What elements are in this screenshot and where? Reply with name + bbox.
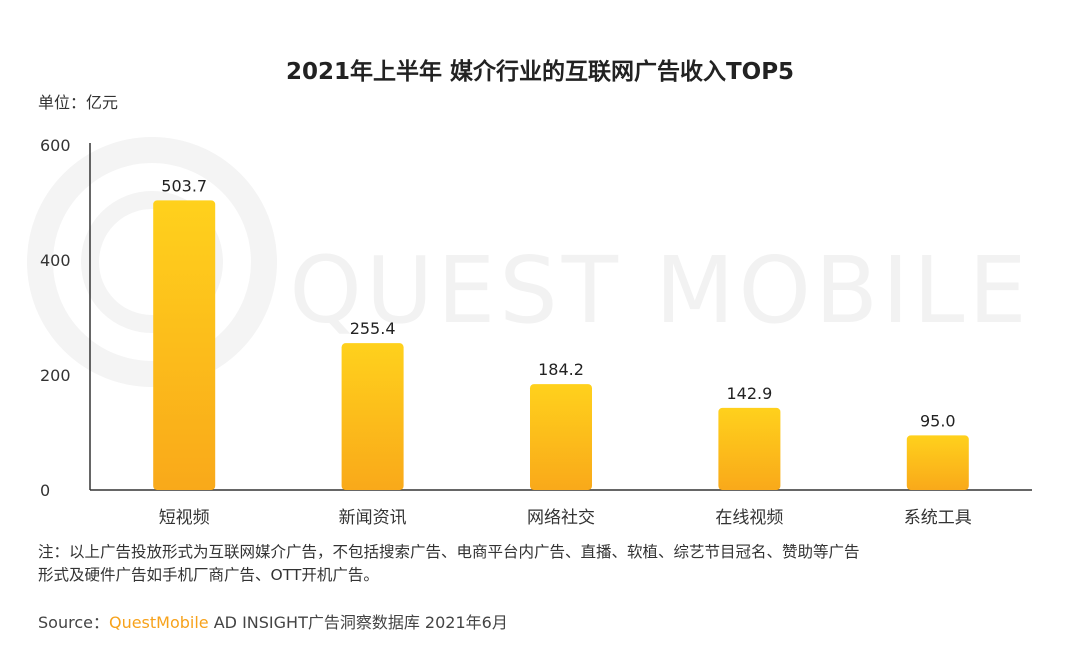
source-prefix: Source： — [38, 613, 109, 632]
bars: 503.7 短视频 255.4 新闻资讯 184.2 网络社交 142.9 在线视频 95.0 系… — [153, 176, 972, 528]
data-label-2: 255.4 — [350, 319, 396, 338]
watermark-logo-ring — [27, 137, 277, 387]
x-tick-label-3: 网络社交 — [527, 508, 595, 528]
y-tick-label: 400 — [40, 251, 71, 270]
x-tick-label-2: 新闻资讯 — [339, 508, 407, 528]
data-label-3: 184.2 — [538, 360, 584, 379]
footnote-line-2: 形式及硬件广告如手机厂商广告、OTT开机广告。 — [38, 566, 379, 584]
source-brand: QuestMobile — [108, 613, 209, 632]
bar-2 — [341, 343, 404, 490]
unit-label: 单位：亿元 — [38, 93, 119, 112]
bar-1 — [153, 200, 216, 490]
data-label-5: 95.0 — [920, 411, 956, 430]
y-tick-label: 200 — [40, 366, 71, 385]
data-label-4: 142.9 — [726, 384, 772, 403]
source-rest: AD INSIGHT广告洞察数据库 2021年6月 — [208, 613, 508, 632]
bar-3 — [530, 384, 592, 490]
watermark-text: QUEST MOBILE — [289, 237, 1030, 344]
y-tick-label: 600 — [40, 136, 71, 155]
x-tick-label-4: 在线视频 — [715, 508, 783, 528]
y-tick-label: 0 — [40, 481, 50, 500]
bar-4 — [718, 407, 781, 490]
data-label-1: 503.7 — [161, 176, 207, 195]
bar-5 — [906, 435, 969, 490]
watermark: QUEST MOBILE — [27, 137, 1030, 387]
footnote: 注：以上广告投放形式为互联网媒介广告，不包括搜索广告、电商平台内广告、直播、软植… — [38, 541, 1048, 587]
x-tick-label-5: 系统工具 — [904, 508, 972, 528]
source-line: Source：QuestMobile AD INSIGHT广告洞察数据库 202… — [38, 609, 508, 633]
chart-title: 2021年上半年 媒介行业的互联网广告收入TOP5 — [285, 59, 795, 85]
footnote-line-1: 注：以上广告投放形式为互联网媒介广告，不包括搜索广告、电商平台内广告、直播、软植… — [38, 543, 860, 561]
x-tick-label-1: 短视频 — [159, 508, 210, 528]
